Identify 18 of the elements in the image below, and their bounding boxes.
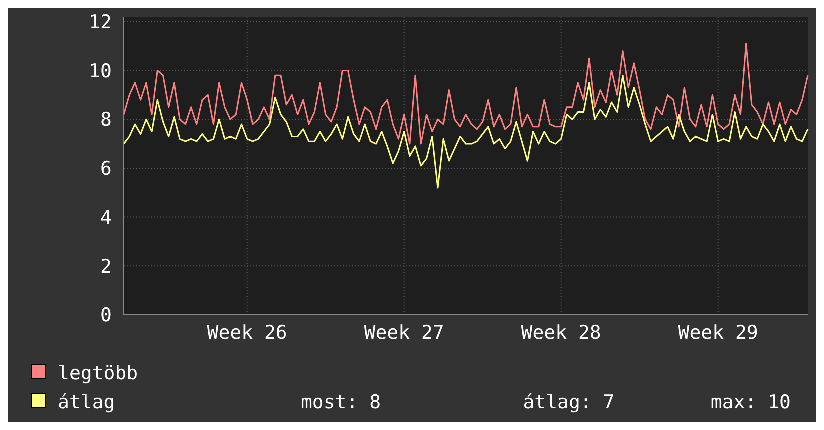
legend-label: átlag [58,392,116,414]
text: max: 10 [710,392,791,414]
x-tick-label: Week 28 [521,322,602,344]
legend-label: legtöbb [58,362,138,385]
text: átlag: 7 [523,392,615,414]
y-tick-label: 0 [100,304,112,327]
y-tick-label: 12 [89,12,112,34]
y-tick-label: 6 [100,158,112,180]
x-tick-label: Week 29 [678,322,758,344]
x-tick-label: Week 27 [364,322,444,344]
text: most: 8 [300,392,382,414]
line-series [123,43,809,145]
y-tick-label: 8 [100,109,112,132]
y-tick-label: 10 [89,60,112,82]
y-tick-label: 2 [100,256,112,278]
x-tick-label: Week 26 [207,322,288,344]
y-tick-label: 4 [100,206,112,229]
line-series [123,74,809,189]
